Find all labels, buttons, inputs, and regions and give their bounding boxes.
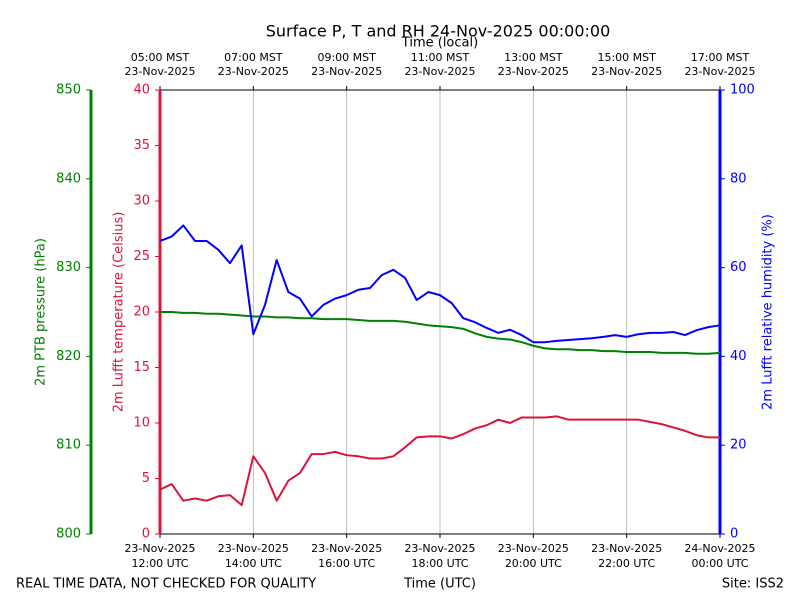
y2-tick-label: 80 [730,171,747,186]
x-tick-label: 00:00 UTC [691,557,748,570]
x2-axis-label: Time (local) [401,36,478,51]
y-tick-label: 0 [142,527,150,542]
x-axis-label: Time (UTC) [403,577,476,592]
x-tick-label: 20:00 UTC [505,557,562,570]
y-tick-label: 30 [133,194,150,209]
y-tick-label: 40 [133,83,150,98]
y2-tick-label: 60 [730,260,747,275]
y3-axis-label: 2m PTB pressure (hPa) [34,238,49,386]
x2-tick-label: 09:00 MST [317,51,376,64]
y-tick-label: 25 [133,249,150,264]
x2-tick-label: 07:00 MST [224,51,283,64]
x-tick-label: 23-Nov-2025 [311,542,382,555]
y-axis-label: 2m Lufft temperature (Celsius) [112,212,127,413]
x2-tick-label: 17:00 MST [691,51,750,64]
y2-axis-label: 2m Lufft relative humidity (%) [761,214,776,410]
x2-tick-label: 13:00 MST [504,51,563,64]
x2-tick-label: 15:00 MST [597,51,656,64]
y-tick-label: 10 [133,416,150,431]
y-tick-label: 15 [133,360,150,375]
x-tick-label: 12:00 UTC [131,557,188,570]
y3-tick-label: 830 [56,260,81,275]
x2-tick-label: 05:00 MST [131,51,190,64]
x2-tick-label: 23-Nov-2025 [684,65,755,78]
x2-tick-label: 23-Nov-2025 [218,65,289,78]
y-tick-label: 20 [133,305,150,320]
x2-tick-label: 23-Nov-2025 [124,65,195,78]
y3-tick-label: 820 [56,349,81,364]
x-tick-label: 23-Nov-2025 [218,542,289,555]
x2-tick-label: 11:00 MST [411,51,470,64]
x2-tick-label: 23-Nov-2025 [498,65,569,78]
y-tick-label: 35 [133,138,150,153]
y2-tick-label: 100 [730,83,755,98]
y2-tick-label: 40 [730,349,747,364]
x2-tick-label: 23-Nov-2025 [404,65,475,78]
x2-tick-label: 23-Nov-2025 [591,65,662,78]
y3-tick-label: 850 [56,83,81,98]
data-line [159,415,720,507]
x-tick-label: 24-Nov-2025 [684,542,755,555]
y2-tick-label: 0 [730,527,738,542]
x-tick-label: 23-Nov-2025 [404,542,475,555]
x-tick-label: 22:00 UTC [598,557,655,570]
y-tick-label: 5 [142,471,150,486]
x-tick-label: 18:00 UTC [411,557,468,570]
y3-tick-label: 800 [56,527,81,542]
x-tick-label: 16:00 UTC [318,557,375,570]
x-tick-label: 23-Nov-2025 [591,542,662,555]
chart-title: Surface P, T and RH 24-Nov-2025 00:00:00 [266,22,611,41]
y3-tick-label: 810 [56,438,81,453]
y2-tick-label: 20 [730,438,747,453]
data-line [159,224,721,344]
x-tick-label: 23-Nov-2025 [124,542,195,555]
y3-tick-label: 840 [56,171,81,186]
x2-tick-label: 23-Nov-2025 [311,65,382,78]
footer-note: REAL TIME DATA, NOT CHECKED FOR QUALITY [16,577,316,592]
data-line [160,311,721,355]
x-tick-label: 14:00 UTC [225,557,282,570]
site-label: Site: ISS2 [722,577,784,592]
x-tick-label: 23-Nov-2025 [498,542,569,555]
